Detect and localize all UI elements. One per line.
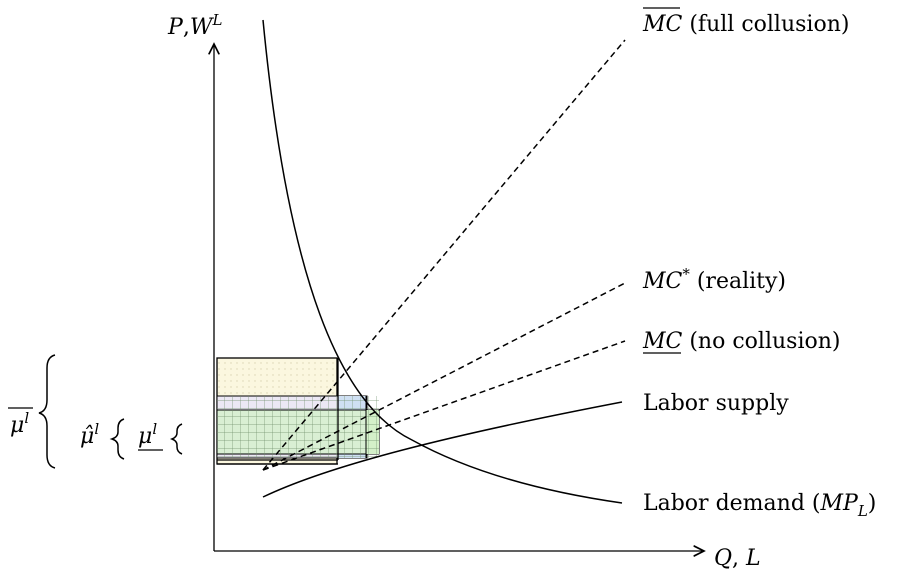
mc-full-collusion-label: MC (full collusion) [642,12,849,37]
y-axis-sep: , [183,15,190,40]
x-axis-sep: , [732,546,746,571]
mc-star-text: (reality) [690,269,786,294]
mu-bar-label: μl [10,409,29,438]
grid-fill [217,396,379,458]
mu-under-symbol: μ [138,424,152,449]
mu-bar-brace [38,354,56,469]
y-axis-label: P,WL [167,11,222,40]
mc-reality-line [262,282,626,471]
x-axis-main: Q [714,546,732,571]
labor-supply-curve [262,401,623,498]
mc-full-collusion-line [262,39,626,471]
mu-under-label: μl [138,420,157,449]
mc-under-text: (no collusion) [682,329,840,354]
y-axis-main: P [167,15,184,40]
y-axis-sup: L [211,11,222,29]
mc-reality-label: MC* (reality) [642,265,786,294]
y-axis-var: W [190,15,215,40]
mu-under-sup: l [152,420,157,438]
mu-under-brace [169,423,183,455]
mc-no-collusion-label: MC (no collusion) [642,329,840,354]
x-axis-label: Q, L [714,546,761,571]
labor-demand-sub: L [857,502,868,520]
labor-demand-close: ) [868,491,877,516]
x-axis-var: L [745,546,761,571]
labor-demand-label: Labor demand (MPL) [643,491,876,520]
mc-bar-symbol: MC [642,12,683,37]
mu-bar-sup: l [24,409,29,427]
mu-hat-brace [109,418,125,460]
mu-hat-symbol: μ̂ [80,424,94,449]
mu-hat-sup: l [94,420,99,438]
mc-star-symbol: MC [642,269,683,294]
labor-demand-curve [262,19,623,504]
mc-bar-text: (full collusion) [682,12,849,37]
mu-bar-symbol: μ [10,413,24,438]
mc-no-collusion-line [262,340,626,471]
full-collusion-dots [217,358,337,396]
labor-supply-label: Labor supply [643,391,789,416]
labor-demand-symbol: MP [819,491,859,516]
mc-under-symbol: MC [642,329,683,354]
mc-star-sup: * [682,265,690,283]
labor-demand-text: Labor demand ( [643,491,820,516]
mu-hat-label: μ̂l [80,420,99,449]
